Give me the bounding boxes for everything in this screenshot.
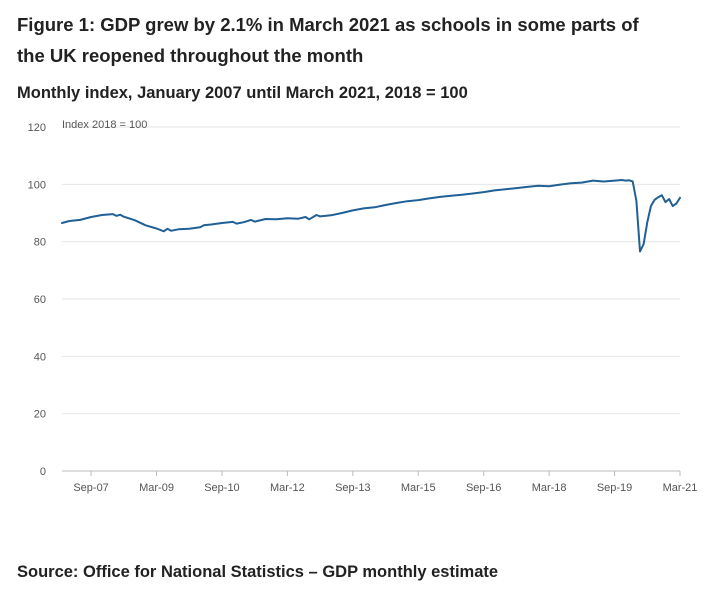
y-axis-tick-labels: 0 20 40 60 80 100 120 [28,122,46,478]
figure-subtitle: Monthly index, January 2007 until March … [17,84,468,102]
figure-title: Figure 1: GDP grew by 2.1% in March 2021… [17,14,639,66]
x-tick-label-Mar-15: Mar-15 [401,482,436,494]
series-line-gdp-index [61,179,681,253]
y-tick-label-120: 120 [28,122,46,134]
x-tick-label-Sep-19: Sep-19 [597,482,632,494]
x-axis-tick-labels: Sep-07 Mar-09 Sep-10 Mar-12 Sep-13 Mar-15 Sep-… [73,482,697,494]
x-tick-label-Sep-13: Sep-13 [335,482,370,494]
gridlines [62,126,680,415]
x-tick-label-Mar-09: Mar-09 [139,482,174,494]
x-tick-label-Sep-10: Sep-10 [204,482,239,494]
y-tick-label-100: 100 [28,179,46,191]
y-tick-label-60: 60 [34,294,46,306]
x-tick-label-Mar-18: Mar-18 [532,482,567,494]
x-tick-label-Mar-12: Mar-12 [270,482,305,494]
x-tick-label-Sep-16: Sep-16 [466,482,501,494]
series-layer [61,179,681,253]
y-tick-label-80: 80 [34,237,46,249]
figure-source: Source: Office for National Statistics –… [17,563,499,581]
y-tick-label-20: 20 [34,409,46,421]
x-tick-label-Sep-07: Sep-07 [73,482,108,494]
y-axis-unit-label: Index 2018 = 100 [62,119,147,131]
gdp-line-chart: 0 20 40 60 80 100 120 Sep-07 Mar-09 Sep-10 Mar-12… [28,119,698,494]
y-tick-label-0: 0 [40,466,46,478]
y-tick-label-40: 40 [34,351,46,363]
x-tick-label-Mar-21: Mar-21 [663,482,698,494]
x-axis [62,470,681,476]
